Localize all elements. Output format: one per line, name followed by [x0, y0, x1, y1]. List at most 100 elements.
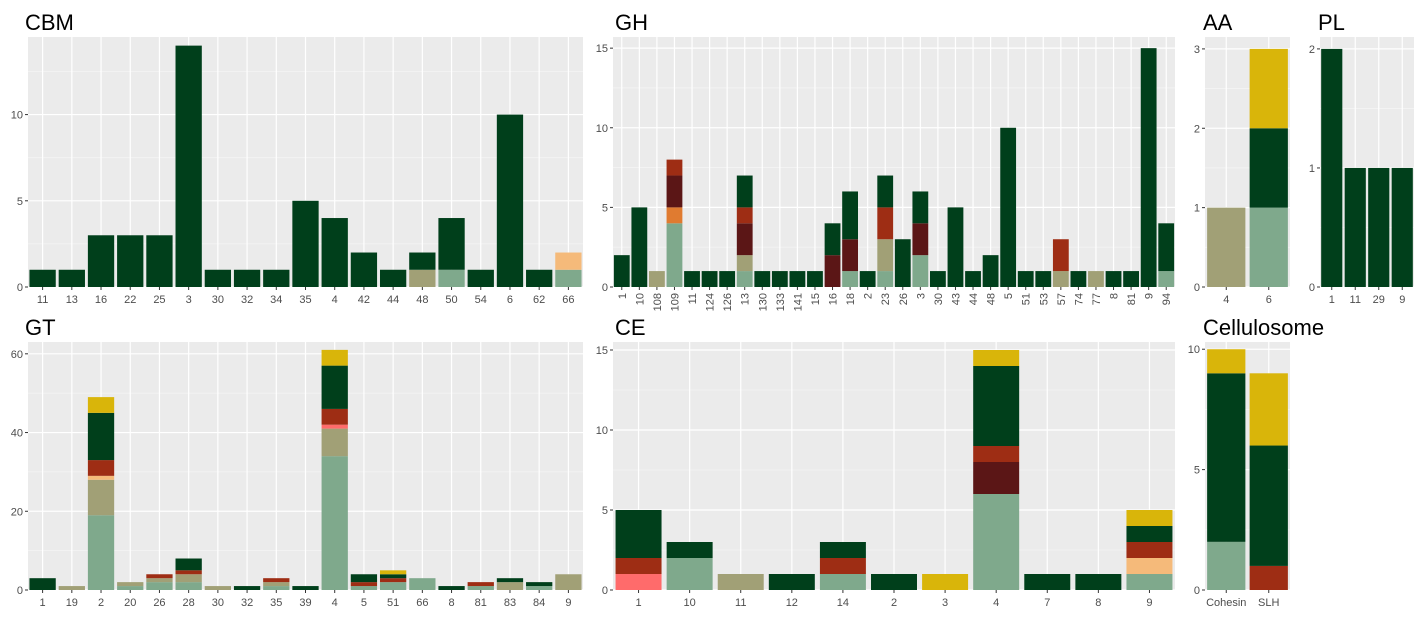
- x-tick-label: 14: [837, 597, 849, 609]
- panel-aa: AA 0 1 2 3 4 6: [1194, 10, 1290, 306]
- bar-segment-pl-9: [1391, 167, 1413, 287]
- bar-segment-cbm-66: [555, 269, 582, 287]
- bar-segment-ce-9: [1126, 558, 1173, 574]
- bar-segment-gt-81: [467, 586, 494, 590]
- bar-segment-ce-7: [1024, 574, 1071, 590]
- x-tick-label: 1: [617, 293, 629, 299]
- bar-segment-gt-4: [321, 408, 348, 425]
- bar-segment-gh-51: [1017, 271, 1034, 287]
- x-tick-label: 16: [95, 294, 107, 306]
- bar-segment-ce-14: [819, 542, 866, 558]
- bar-segment-ce-4: [973, 366, 1020, 446]
- bar-segment-gh-9: [1140, 48, 1157, 287]
- bar-segment-gt-28: [175, 574, 202, 583]
- x-tick-label: 11: [687, 293, 699, 304]
- bar-segment-cbm-50: [438, 218, 465, 270]
- bar-segment-gh-3: [912, 191, 929, 224]
- x-tick-label: 4: [993, 597, 999, 609]
- bar-segment-ce-14: [819, 574, 866, 590]
- bar-segment-ce-9: [1126, 574, 1173, 590]
- x-tick-label: 13: [66, 294, 78, 306]
- x-tick-label: 1: [1329, 294, 1335, 306]
- bar-segment-gt-1: [29, 578, 56, 590]
- bar-segment-ce-14: [819, 558, 866, 574]
- bar-segment-cbm-16: [87, 235, 115, 287]
- bar-segment-aa-6: [1249, 128, 1288, 208]
- x-tick-label: 1: [40, 597, 46, 609]
- y-tick-label: 10: [596, 123, 608, 135]
- bar-segment-gh-3: [912, 255, 929, 287]
- panel-title-cellulosome: Cellulosome: [1203, 315, 1324, 340]
- bar-segment-gh-13: [736, 223, 753, 256]
- bar-segment-cellulosome-SLH: [1249, 445, 1288, 566]
- bar-segment-gh-141: [789, 271, 806, 287]
- bar-segment-gt-51: [379, 582, 407, 590]
- bar-segment-cbm-25: [146, 235, 173, 287]
- bar-segment-gh-109: [666, 223, 683, 287]
- x-tick-label: 30: [212, 597, 224, 609]
- bar-segment-cbm-48: [409, 252, 436, 270]
- bar-segment-gh-10: [631, 207, 648, 287]
- bar-segment-gh-2: [859, 271, 876, 287]
- x-tick-label: 35: [299, 294, 311, 306]
- y-tick-label: 5: [602, 505, 608, 517]
- bar-segment-cellulosome-Cohesin: [1207, 373, 1246, 542]
- y-tick-label: 1: [1309, 163, 1315, 175]
- y-tick-label: 20: [11, 506, 23, 518]
- x-tick-label: 108: [652, 293, 664, 311]
- bar-segment-gh-8: [1105, 271, 1122, 287]
- bar-segment-gt-20: [117, 582, 144, 587]
- x-tick-label: 8: [448, 597, 454, 609]
- bar-segment-ce-12: [768, 574, 815, 590]
- y-tick-label: 15: [596, 345, 608, 357]
- y-tick-label: 2: [1309, 44, 1315, 56]
- bar-segment-gt-2: [87, 397, 115, 413]
- x-tick-label: 66: [416, 597, 428, 609]
- bar-segment-ce-2: [871, 574, 917, 590]
- bar-segment-gh-130: [754, 271, 771, 287]
- x-tick-label: 32: [241, 294, 253, 306]
- y-tick-label: 10: [1188, 344, 1200, 356]
- bar-segment-ce-4: [973, 446, 1020, 462]
- panel-cellulosome: Cellulosome 0 5 10 Cohesin SLH: [1188, 315, 1324, 609]
- bar-segment-gt-4: [321, 428, 348, 457]
- x-tick-label: 4: [332, 294, 338, 306]
- bar-segment-gt-20: [117, 586, 144, 590]
- bar-segment-gh-13: [736, 255, 753, 272]
- x-tick-label: 35: [270, 597, 282, 609]
- bar-segment-gt-35: [263, 586, 290, 590]
- bar-segment-gt-84: [526, 582, 553, 587]
- x-tick-label: 48: [986, 293, 998, 305]
- bar-segment-ce-11: [717, 574, 764, 590]
- bar-segment-gh-44: [965, 271, 981, 287]
- bar-segment-gt-2: [87, 479, 115, 516]
- x-tick-label: 29: [1373, 294, 1385, 306]
- bar-segment-gh-18: [842, 239, 858, 272]
- x-tick-label: 44: [387, 294, 399, 306]
- bar-segment-gh-109: [666, 175, 683, 208]
- bar-segment-gh-3: [912, 223, 929, 256]
- x-tick-label: 77: [1091, 293, 1103, 305]
- panel-cbm: CBM 0 5 10 11 13 16 22 25 3 30 32 34 35 4 42 44 48 50 54 6 62…: [11, 10, 583, 306]
- x-tick-label: 51: [387, 597, 399, 609]
- x-tick-label: 23: [880, 293, 892, 305]
- y-tick-label: 60: [11, 349, 23, 361]
- y-tick-label: 0: [602, 282, 608, 294]
- bar-segment-gh-133: [771, 271, 788, 287]
- x-tick-label: 5: [1003, 293, 1015, 299]
- bar-segment-gh-18: [842, 271, 858, 287]
- bar-segment-aa-6: [1249, 48, 1288, 129]
- panel-ce: CE 0 5 10 15 1 10 11 12 14 2 3 4 7 8 9: [596, 315, 1175, 609]
- x-tick-label: 66: [562, 294, 574, 306]
- bar-segment-ce-9: [1126, 542, 1173, 558]
- x-tick-label: 44: [968, 293, 980, 305]
- bar-segment-gt-51: [379, 574, 407, 579]
- bar-segment-gt-26: [146, 582, 173, 590]
- bar-segment-gh-57: [1052, 239, 1069, 272]
- x-tick-label: 34: [270, 294, 282, 306]
- x-tick-label: 30: [212, 294, 224, 306]
- x-tick-label: 5: [361, 597, 367, 609]
- x-tick-label: 2: [98, 597, 104, 609]
- bar-segment-gh-53: [1035, 271, 1052, 287]
- bar-segment-gh-126: [719, 271, 736, 287]
